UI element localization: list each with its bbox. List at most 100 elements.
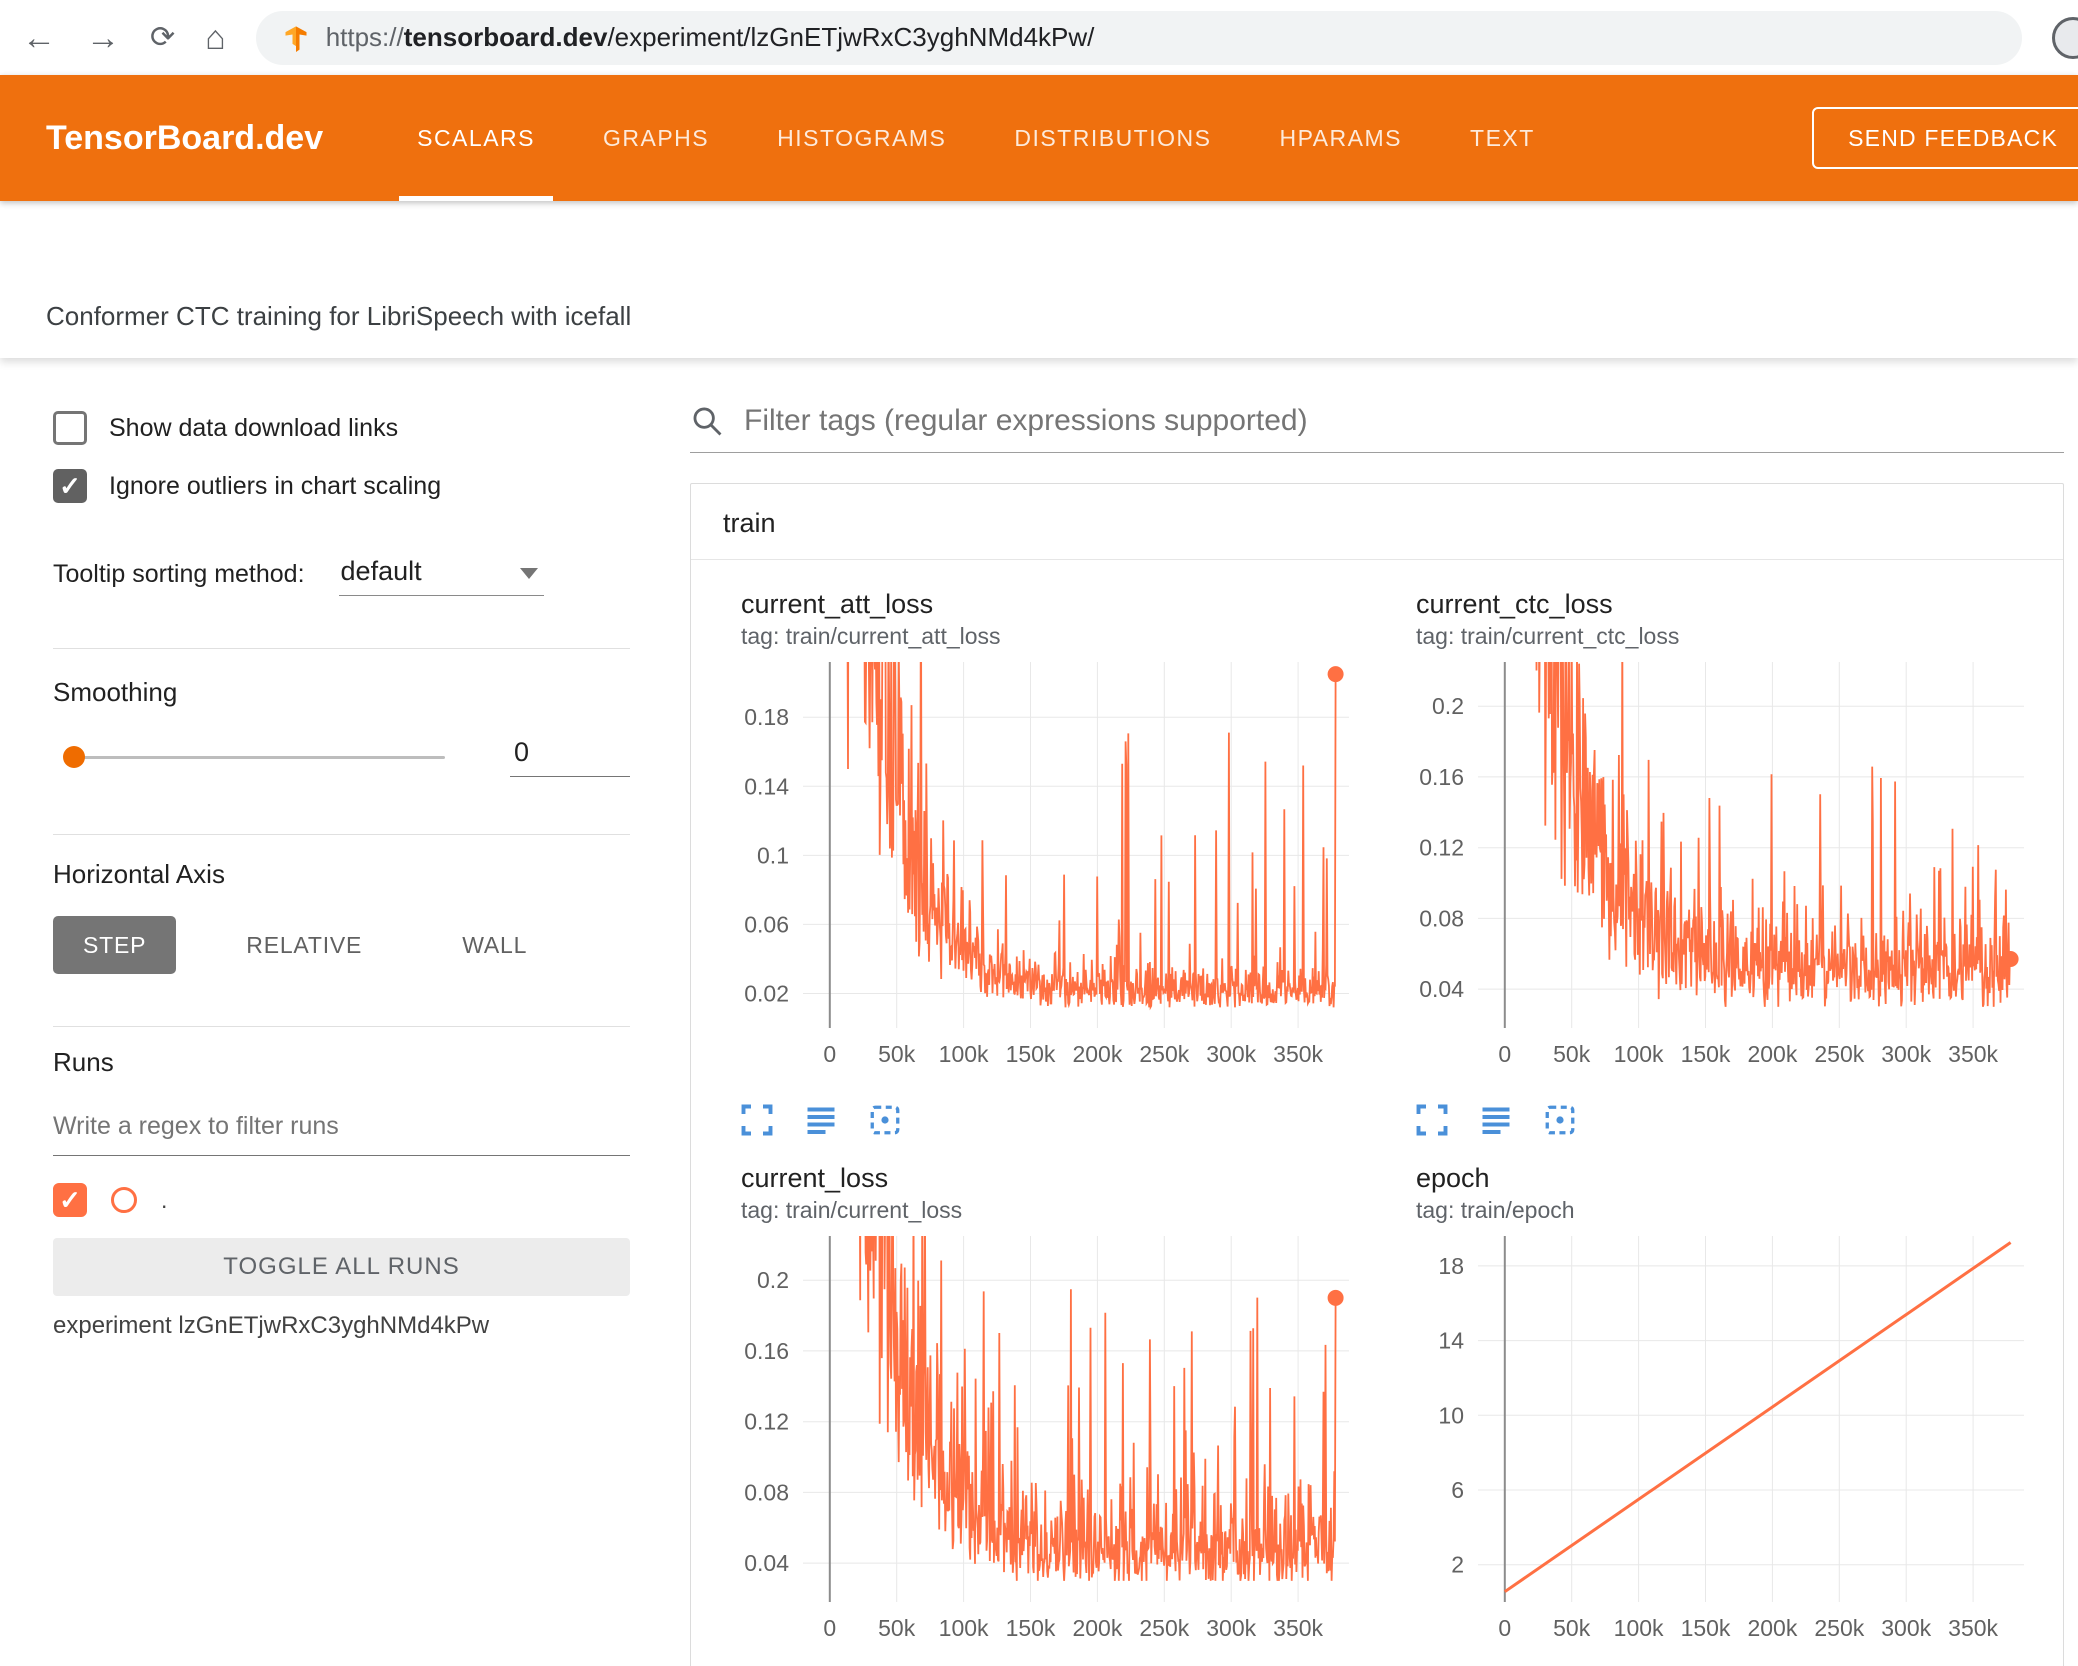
fullscreen-icon[interactable] [1414,1102,1450,1138]
chart-tag: tag: train/current_att_loss [741,623,1001,649]
fit-domain-icon[interactable] [1542,1102,1578,1138]
send-feedback-button[interactable]: SEND FEEDBACK [1812,107,2078,169]
tooltip-sorting-label: Tooltip sorting method: [53,559,305,588]
nav-tabs: SCALARS GRAPHS HISTOGRAMS DISTRIBUTIONS … [383,75,1569,201]
svg-text:0.02: 0.02 [744,981,789,1007]
svg-text:18: 18 [1438,1253,1464,1279]
fit-domain-icon[interactable] [867,1102,903,1138]
svg-text:0.1: 0.1 [757,842,789,868]
svg-text:0.16: 0.16 [1419,764,1464,790]
svg-text:0: 0 [1498,1615,1511,1641]
section-header-train[interactable]: train [691,484,2063,560]
chart-tag: tag: train/current_ctc_loss [1416,623,1680,649]
url-text: https://tensorboard.dev/experiment/lzGnE… [326,22,1095,53]
svg-text:0.04: 0.04 [1419,976,1464,1002]
chart-plot[interactable]: 0.04 0.08 0.12 0.16 0.2 0 50k 100k 150k 200k 250k 3… [711,1230,1361,1666]
ignore-outliers-row: Ignore outliers in chart scaling [53,468,630,504]
forward-icon[interactable]: → [86,18,120,57]
svg-text:150k: 150k [1006,1615,1056,1641]
svg-text:350k: 350k [1948,1041,1998,1067]
experiment-title-bar: Conformer CTC training for LibriSpeech w… [0,201,2078,358]
svg-text:350k: 350k [1948,1615,1998,1641]
svg-text:250k: 250k [1814,1041,1864,1067]
tag-filter-row [690,404,2064,453]
app-header: TensorBoard.dev SCALARS GRAPHS HISTOGRAM… [0,75,2078,201]
chart-tag: tag: train/epoch [1416,1197,1575,1223]
run-selector-icon[interactable] [1478,1102,1514,1138]
app-logo[interactable]: TensorBoard.dev [46,118,324,157]
smoothing-slider[interactable]: 0 [53,737,630,777]
tab-distributions[interactable]: DISTRIBUTIONS [1014,124,1212,151]
browser-avatar[interactable] [2052,16,2078,59]
address-bar[interactable]: https://tensorboard.dev/experiment/lzGnE… [255,10,2022,65]
chart-plot[interactable]: 0.04 0.08 0.12 0.16 0.2 0 50k 100k 150k 200k 250k 3… [1386,656,2036,1092]
svg-text:0.2: 0.2 [757,1267,789,1293]
chart-card-epoch: epoch tag: train/epoch 2 6 10 14 18 0 50k 100k 1… [1386,1162,2061,1666]
tab-hparams[interactable]: HPARAMS [1279,124,1403,151]
wall-button[interactable]: WALL [432,916,557,974]
svg-text:0.08: 0.08 [1419,905,1464,931]
svg-text:100k: 100k [939,1615,989,1641]
charts-grid: current_att_loss tag: train/current_att_… [691,560,2063,1666]
experiment-id-text: experiment lzGnETjwRxC3yghNMd4kPw [53,1312,490,1339]
home-icon[interactable]: ⌂ [205,18,226,57]
chart-plot[interactable]: 0.02 0.06 0.1 0.14 0.18 0 50k 100k 150k 200k 250k 3… [711,656,1361,1092]
svg-text:200k: 200k [1072,1041,1122,1067]
svg-text:350k: 350k [1273,1615,1323,1641]
section-card: train current_att_loss tag: train/curren… [690,483,2064,1666]
runs-filter-input[interactable] [53,1112,630,1156]
back-icon[interactable]: ← [22,18,56,57]
svg-text:50k: 50k [878,1041,916,1067]
slider-thumb[interactable] [63,745,85,768]
svg-text:0: 0 [823,1615,836,1641]
chart-title: current_ctc_loss [1416,589,1613,619]
chart-toolbar [1414,1102,2061,1138]
run-color-swatch[interactable] [111,1187,137,1213]
tooltip-sorting-row: Tooltip sorting method: default [53,550,630,598]
tab-text[interactable]: TEXT [1470,124,1535,151]
ignore-outliers-checkbox[interactable] [53,469,87,503]
smoothing-label: Smoothing [53,677,178,707]
chart-tag: tag: train/current_loss [741,1197,963,1223]
show-download-checkbox[interactable] [53,411,87,445]
chart-plot[interactable]: 2 6 10 14 18 0 50k 100k 150k 200k 250k 300k 350k [1386,1230,2036,1666]
divider [53,648,630,649]
svg-text:10: 10 [1438,1402,1464,1428]
tooltip-sorting-select[interactable]: default [338,552,544,596]
experiment-title: Conformer CTC training for LibriSpeech w… [46,301,632,331]
chart-card-current-ctc-loss: current_ctc_loss tag: train/current_ctc_… [1386,588,2061,1138]
main-panel: train current_att_loss tag: train/curren… [660,358,2078,1666]
toggle-all-runs-button[interactable]: TOGGLE ALL RUNS [53,1238,630,1296]
step-button[interactable]: STEP [53,916,177,974]
smoothing-value-input[interactable]: 0 [510,737,630,777]
run-row[interactable]: . [53,1180,630,1220]
show-download-row: Show data download links [53,410,630,446]
svg-text:0.12: 0.12 [1419,835,1464,861]
svg-text:250k: 250k [1139,1615,1189,1641]
slider-track[interactable] [63,745,445,768]
svg-text:0.14: 0.14 [744,773,789,799]
svg-text:200k: 200k [1747,1615,1797,1641]
chart-title: current_att_loss [741,589,934,619]
tensorboard-favicon [285,25,307,52]
browser-chrome: ← → ⟳ ⌂ https://tensorboard.dev/experime… [0,0,2078,75]
svg-text:0.04: 0.04 [744,1550,789,1576]
svg-text:350k: 350k [1273,1041,1323,1067]
svg-text:0: 0 [823,1041,836,1067]
run-checkbox[interactable] [53,1183,87,1217]
svg-text:0: 0 [1498,1041,1511,1067]
tab-graphs[interactable]: GRAPHS [602,124,710,151]
tab-histograms[interactable]: HISTOGRAMS [777,124,947,151]
svg-text:0.12: 0.12 [744,1409,789,1435]
tab-scalars[interactable]: SCALARS [383,75,569,201]
tag-filter-input[interactable] [744,404,2064,438]
runs-label: Runs [53,1047,114,1077]
svg-text:100k: 100k [1614,1041,1664,1067]
svg-text:300k: 300k [1206,1041,1256,1067]
fullscreen-icon[interactable] [739,1102,775,1138]
sidebar: Show data download links Ignore outliers… [0,358,660,1666]
svg-text:2: 2 [1451,1552,1464,1578]
relative-button[interactable]: RELATIVE [216,916,392,974]
run-selector-icon[interactable] [803,1102,839,1138]
reload-icon[interactable]: ⟳ [150,20,176,54]
